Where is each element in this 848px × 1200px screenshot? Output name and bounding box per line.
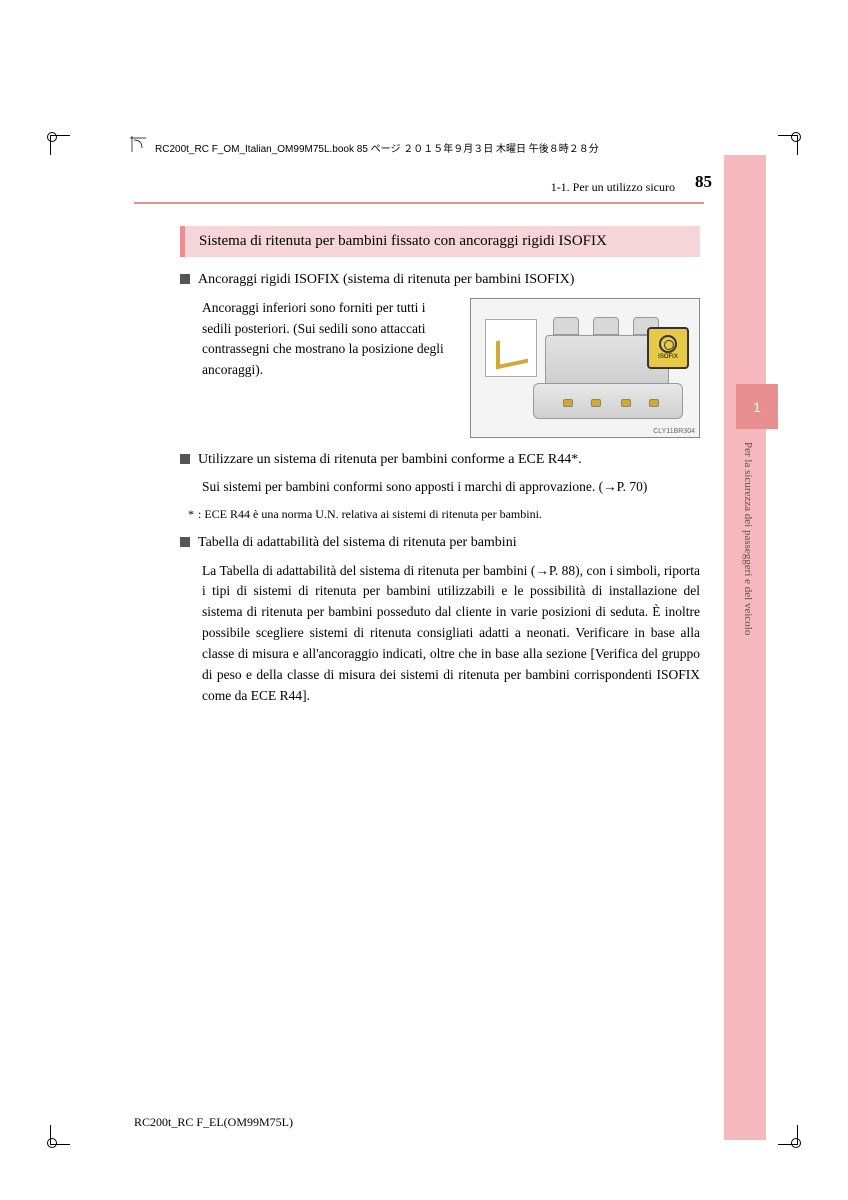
isofix-badge-label: ISOFIX (658, 354, 678, 360)
crop-mark-tl (50, 135, 70, 155)
arrow-inset-icon (485, 319, 537, 377)
anchor-icon (563, 399, 573, 407)
subsection-1-title: Ancoraggi rigidi ISOFIX (sistema di rite… (198, 270, 574, 290)
footnote-text: : ECE R44 è una norma U.N. relativa ai s… (198, 506, 542, 523)
section-label: 1-1. Per un utilizzo sicuro (551, 180, 675, 195)
page-number: 85 (695, 172, 712, 192)
figure-code: CLY11BR304 (653, 428, 695, 435)
isofix-seat-figure: ISOFIX CLY11BR304 (470, 298, 700, 438)
crop-mark-tr (778, 135, 798, 155)
headrest-icon (593, 317, 619, 335)
book-meta-header: RC200t_RC F_OM_Italian_OM99M75L.book 85 … (155, 140, 599, 155)
anchor-icon (649, 399, 659, 407)
subsection-1: Ancoraggi rigidi ISOFIX (sistema di rite… (180, 270, 700, 290)
isofix-badge-icon: ISOFIX (647, 327, 689, 369)
headrest-icon (553, 317, 579, 335)
header-ornament-icon (128, 134, 148, 154)
subsection-2-body: Sui sistemi per bambini conformi sono ap… (202, 477, 700, 498)
header-rule (134, 202, 704, 204)
crop-mark-br (778, 1125, 798, 1145)
subsection-1-body-row: Ancoraggi inferiori sono forniti per tut… (202, 298, 700, 438)
seatbase-icon (533, 383, 683, 419)
subsection-3-body: La Tabella di adattabilità del sistema d… (202, 561, 700, 707)
chapter-title-vertical: Per la sicurezza dei passeggeri e del ve… (742, 442, 754, 702)
subsection-2-title: Utilizzare un sistema di ritenuta per ba… (198, 450, 582, 470)
content-area: Ancoraggi rigidi ISOFIX (sistema di rite… (180, 270, 700, 715)
subsection-3-title: Tabella di adattabilità del sistema di r… (198, 533, 517, 553)
section-heading: Sistema di ritenuta per bambini fissato … (180, 226, 700, 257)
crop-mark-bl (50, 1125, 70, 1145)
chapter-tab: 1 (736, 384, 778, 429)
footer-code: RC200t_RC F_EL(OM99M75L) (134, 1115, 293, 1130)
subsection-2: Utilizzare un sistema di ritenuta per ba… (180, 450, 700, 470)
subsection-3: Tabella di adattabilità del sistema di r… (180, 533, 700, 553)
bullet-icon (180, 454, 190, 464)
subsection-1-body: Ancoraggi inferiori sono forniti per tut… (202, 298, 456, 438)
chapter-number: 1 (753, 399, 761, 415)
bullet-icon (180, 274, 190, 284)
anchor-icon (591, 399, 601, 407)
bullet-icon (180, 537, 190, 547)
anchor-icon (621, 399, 631, 407)
footnote: * : ECE R44 è una norma U.N. relativa ai… (188, 506, 700, 523)
asterisk-icon: * (188, 506, 194, 523)
